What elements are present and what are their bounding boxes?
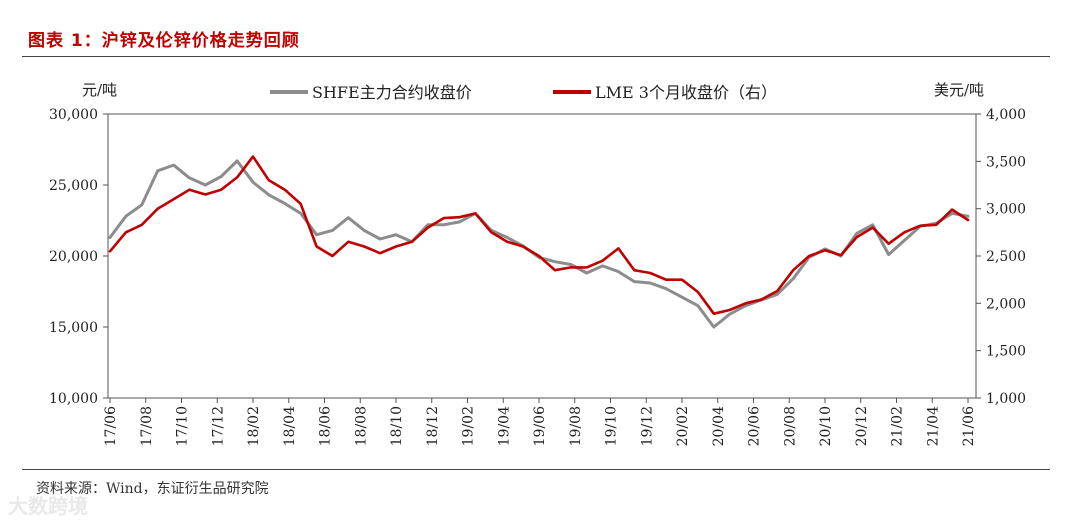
x-tick-label: 17/08 <box>139 406 155 446</box>
right-tick-label: 3,000 <box>986 202 1026 218</box>
legend-item-shfe-label: SHFE主力合约收盘价 <box>312 83 472 102</box>
x-tick-label: 21/06 <box>961 406 977 446</box>
chart-axes: 10,000 15,000 20,000 25,000 30,000 1,000 1,500… <box>49 81 1026 446</box>
x-tick-label: 20/08 <box>782 406 798 446</box>
right-tick-label: 1,000 <box>986 391 1026 407</box>
left-tick-label: 15,000 <box>49 320 98 336</box>
x-tick-label: 21/02 <box>890 406 906 446</box>
x-tick-label: 19/08 <box>568 406 584 446</box>
left-tick-label: 25,000 <box>49 178 98 194</box>
x-tick-label: 20/06 <box>747 406 763 446</box>
x-tick-label: 20/02 <box>675 406 691 446</box>
x-tick-label: 18/02 <box>246 406 262 446</box>
x-tick-label: 20/10 <box>818 406 834 446</box>
left-tick-label: 20,000 <box>49 249 98 265</box>
x-tick-label: 17/06 <box>103 406 119 446</box>
x-tick-label: 21/04 <box>925 406 941 446</box>
chart-legend: SHFE主力合约收盘价 LME 3个月收盘价（右） <box>270 83 777 102</box>
x-tick-label: 18/04 <box>282 406 298 446</box>
x-tick-label: 18/12 <box>425 406 441 446</box>
series-layer <box>108 155 970 329</box>
x-tick-label: 19/02 <box>461 406 477 446</box>
x-tick-label: 18/10 <box>389 406 405 446</box>
x-tick-label: 20/12 <box>854 406 870 446</box>
right-axis-unit: 美元/吨 <box>934 81 984 99</box>
x-tick-label: 18/08 <box>353 406 369 446</box>
right-tick-label: 3,500 <box>986 154 1026 170</box>
left-tick-label: 10,000 <box>49 391 98 407</box>
x-tick-label: 19/12 <box>639 406 655 446</box>
x-tick-label: 20/04 <box>711 406 727 446</box>
bottom-rule <box>22 469 1050 470</box>
watermark-text: 大数跨境 <box>8 494 88 518</box>
plot-frame <box>107 113 977 399</box>
right-tick-label: 4,000 <box>986 107 1026 123</box>
x-tick-label: 18/06 <box>318 406 334 446</box>
right-tick-label: 2,500 <box>986 249 1026 265</box>
x-tick-label: 19/10 <box>604 406 620 446</box>
right-tick-label: 2,000 <box>986 296 1026 312</box>
x-tick-label: 17/10 <box>175 406 191 446</box>
x-tick-label: 19/04 <box>496 406 512 446</box>
x-tick-label: 17/12 <box>210 406 226 446</box>
source-note: 资料来源：Wind，东证衍生品研究院 <box>36 481 269 497</box>
chart-title: 图表 1：沪锌及伦锌价格走势回顾 <box>28 31 300 51</box>
series-line-lme <box>108 155 970 316</box>
x-tick-label: 19/06 <box>532 406 548 446</box>
left-axis-unit: 元/吨 <box>82 81 117 99</box>
series-line-shfe <box>108 159 970 329</box>
legend-item-lme-label: LME 3个月收盘价（右） <box>595 83 777 102</box>
left-tick-label: 30,000 <box>49 107 98 123</box>
right-tick-label: 1,500 <box>986 344 1026 360</box>
top-rule <box>22 56 1050 57</box>
zinc-price-chart: 10,000 15,000 20,000 25,000 30,000 1,000 1,500… <box>49 81 1026 446</box>
